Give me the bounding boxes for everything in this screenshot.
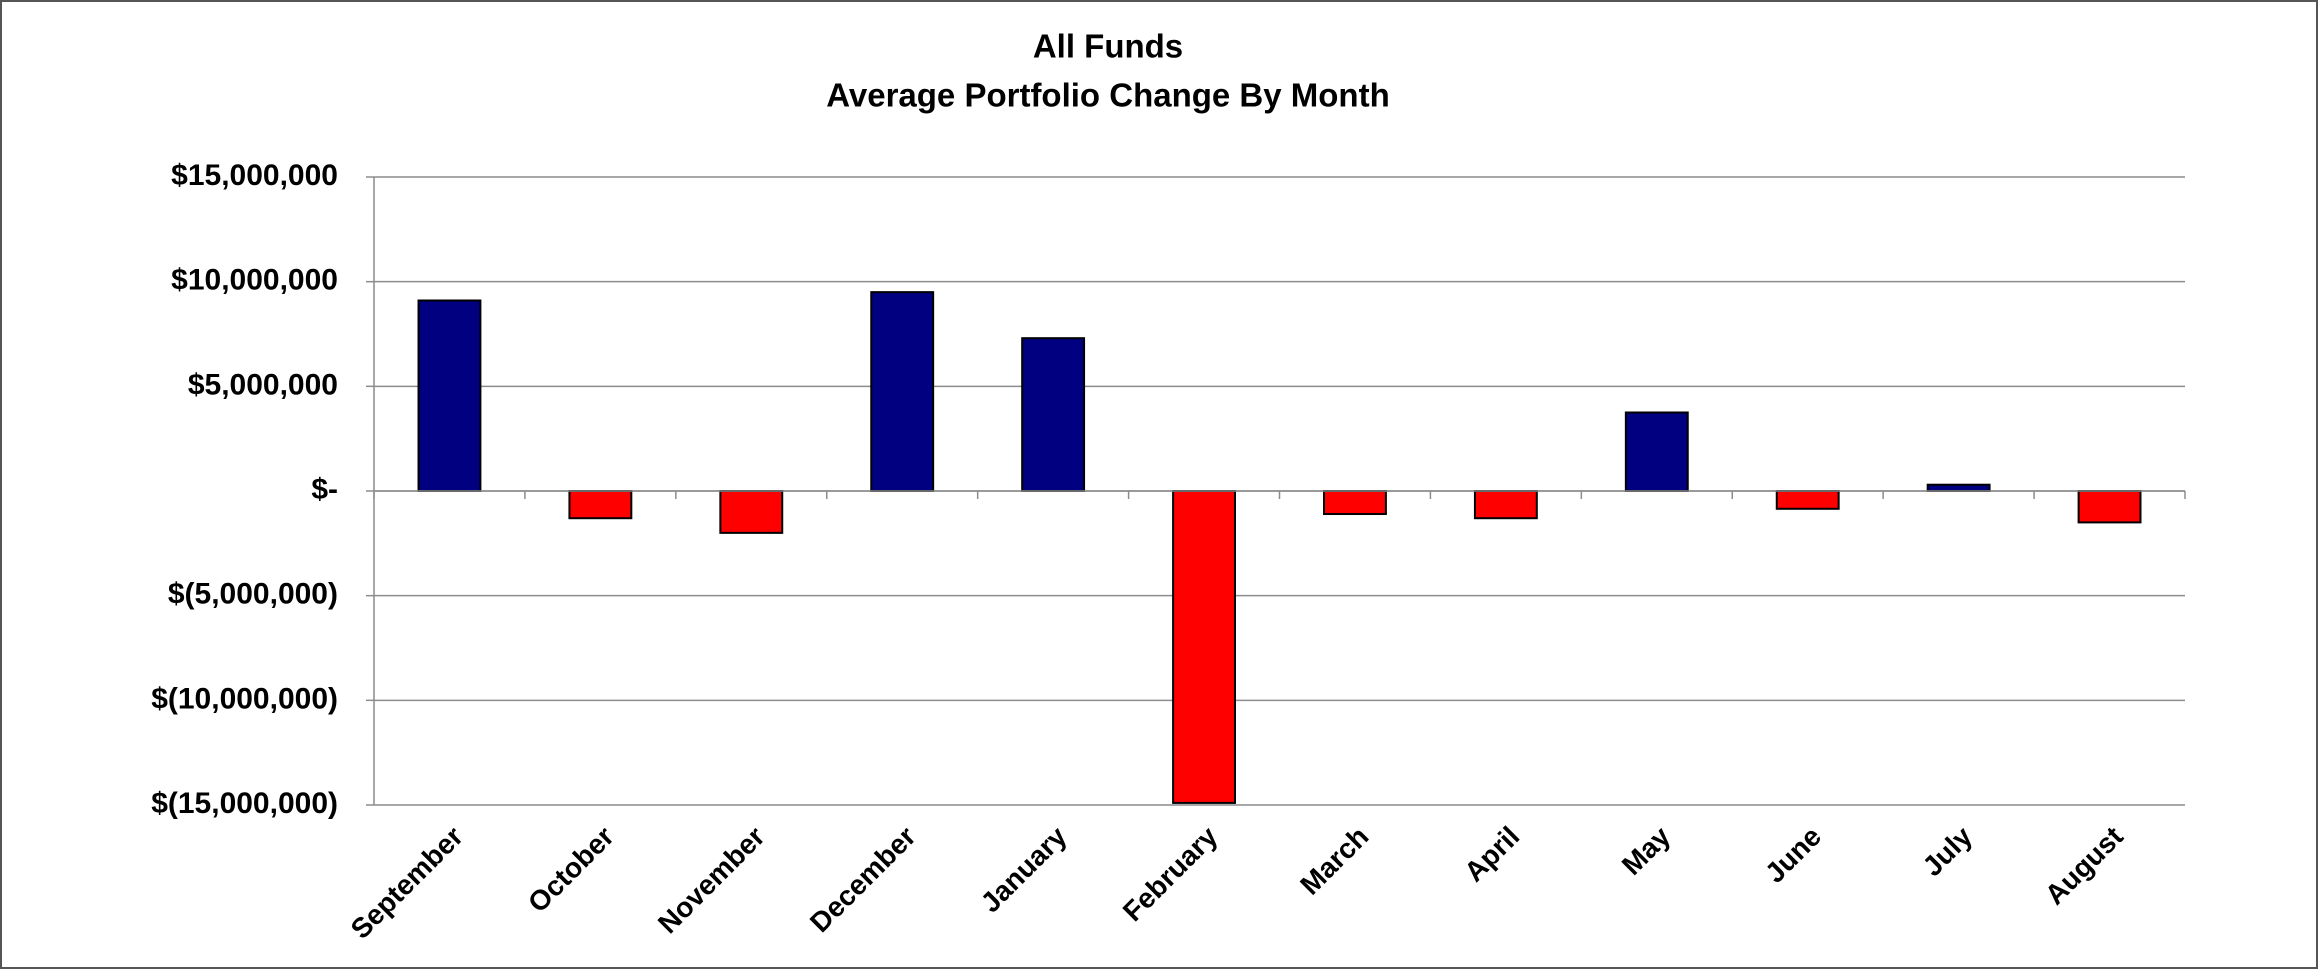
- bar: [1775, 490, 1840, 510]
- y-tick-label: $-: [311, 473, 338, 506]
- bar: [719, 490, 784, 534]
- bar: [1926, 483, 1991, 493]
- y-tick-label: $(15,000,000): [151, 787, 338, 820]
- bar: [417, 299, 482, 492]
- y-tick-label: $10,000,000: [171, 264, 338, 297]
- bar: [1624, 411, 1689, 492]
- bar: [1323, 490, 1387, 516]
- bar: [568, 490, 633, 520]
- chart-title: All Funds: [1033, 28, 1183, 65]
- y-tick-label: $15,000,000: [171, 159, 338, 192]
- y-tick-label: $5,000,000: [188, 368, 338, 401]
- bar: [870, 291, 935, 492]
- bar: [1172, 490, 1236, 804]
- bar: [2077, 490, 2142, 524]
- y-tick-label: $(10,000,000): [151, 682, 338, 715]
- y-tick-label: $(5,000,000): [168, 578, 338, 611]
- bar: [1473, 490, 1538, 520]
- bar: [1021, 337, 1086, 493]
- chart-subtitle: Average Portfolio Change By Month: [826, 77, 1389, 114]
